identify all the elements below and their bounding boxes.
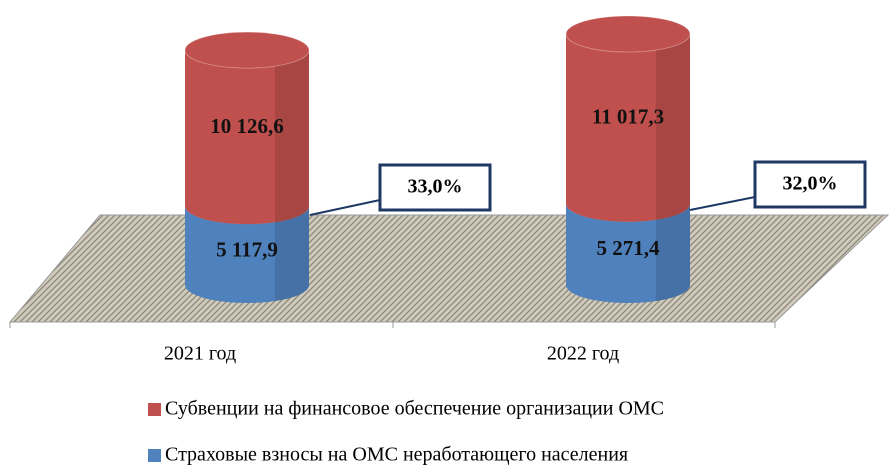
x-tick-label: 2021 год (164, 343, 236, 365)
callout-line (309, 199, 381, 216)
value-label: 5 271,4 (597, 236, 661, 260)
legend-swatch (148, 449, 161, 462)
cylinder-shade (655, 203, 691, 302)
value-label: 10 126,6 (210, 114, 284, 138)
cylinder-segment (566, 203, 690, 303)
callout-line (689, 196, 756, 211)
annotation: 32,0% (783, 173, 838, 195)
legend-label: Страховые взносы на ОМС неработающего на… (165, 444, 628, 466)
cylinder-top (565, 15, 691, 53)
cylinder-segment (185, 50, 309, 225)
cylinder-segment (185, 206, 309, 303)
cylinder-shade (274, 50, 310, 223)
callout-box (378, 163, 492, 212)
cylinder-top (184, 31, 310, 69)
cylinder-segment (566, 34, 690, 222)
cylinder-shade (655, 34, 691, 220)
floor (8, 214, 889, 323)
cylinder-shade (274, 206, 310, 302)
axis-ticks (9, 322, 776, 328)
value-label: 11 017,3 (592, 105, 664, 129)
annotation: 33,0% (408, 176, 463, 198)
legend-label: Субвенции на финансовое обеспечение орга… (165, 398, 664, 420)
x-tick-label: 2022 год (547, 343, 619, 365)
legend-swatch (148, 403, 161, 416)
callout-box (753, 160, 867, 209)
value-label: 5 117,9 (216, 237, 278, 261)
